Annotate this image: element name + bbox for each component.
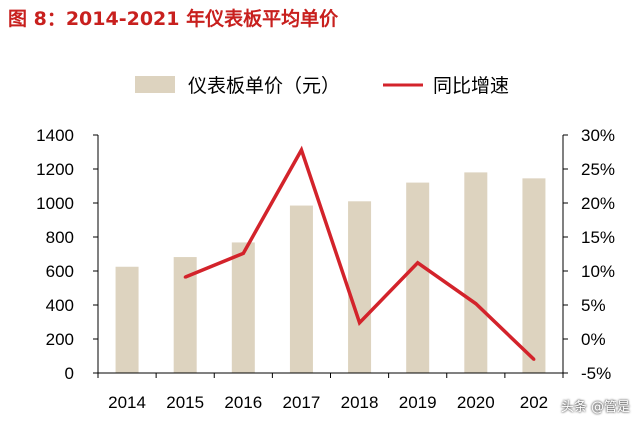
y-right-tick-1: 0% (581, 330, 606, 349)
growth-point-2017 (299, 148, 303, 152)
x-tick-2014: 2014 (108, 393, 146, 412)
y-right-tick-6: 25% (581, 160, 615, 179)
y-left-tick-600: 600 (46, 262, 74, 281)
y-left-tick-0: 0 (65, 364, 74, 383)
y-right-tick-2: 5% (581, 296, 606, 315)
chart-title: 图 8：2014-2021 年仪表板平均单价 (8, 8, 339, 30)
bar-2021 (522, 178, 546, 373)
x-tick-2018: 2018 (341, 393, 379, 412)
y-left-tick-1000: 1000 (36, 194, 74, 213)
growth-point-2018 (358, 321, 362, 325)
y-left-tick-1400: 1400 (36, 126, 74, 145)
growth-point-2016 (241, 251, 245, 255)
growth-point-2015 (183, 275, 187, 279)
growth-point-2019 (416, 261, 420, 265)
legend-bar-swatch (135, 76, 175, 93)
bar-2014 (115, 266, 139, 373)
legend-bar-label: 仪表板单价（元） (188, 75, 340, 97)
bar-2016 (231, 242, 255, 373)
y-right-tick-3: 10% (581, 262, 615, 281)
bar-2017 (289, 205, 313, 373)
x-tick-2015: 2015 (166, 393, 204, 412)
bar-2018 (348, 201, 372, 373)
x-tick-2020: 2020 (457, 393, 495, 412)
x-tick-2019: 2019 (399, 393, 437, 412)
bar-2020 (464, 172, 488, 373)
bar-2019 (406, 182, 430, 373)
growth-point-2020 (474, 302, 478, 306)
x-tick-2017: 2017 (283, 393, 321, 412)
legend-line-label: 同比增速 (433, 75, 509, 97)
x-tick-2021: 202 (520, 393, 548, 412)
y-right-tick-5: 20% (581, 194, 615, 213)
y-right-tick-4: 15% (581, 228, 615, 247)
y-left-tick-200: 200 (46, 330, 74, 349)
y-left-tick-400: 400 (46, 296, 74, 315)
y-right-tick-7: 30% (581, 126, 615, 145)
y-right-tick-0: -5% (581, 364, 611, 383)
y-left-tick-800: 800 (46, 228, 74, 247)
y-left-tick-1200: 1200 (36, 160, 74, 179)
bar-2015 (173, 257, 197, 373)
x-tick-2016: 2016 (224, 393, 262, 412)
watermark: 头条 @管是 (560, 400, 630, 415)
growth-point-2021 (532, 357, 536, 361)
